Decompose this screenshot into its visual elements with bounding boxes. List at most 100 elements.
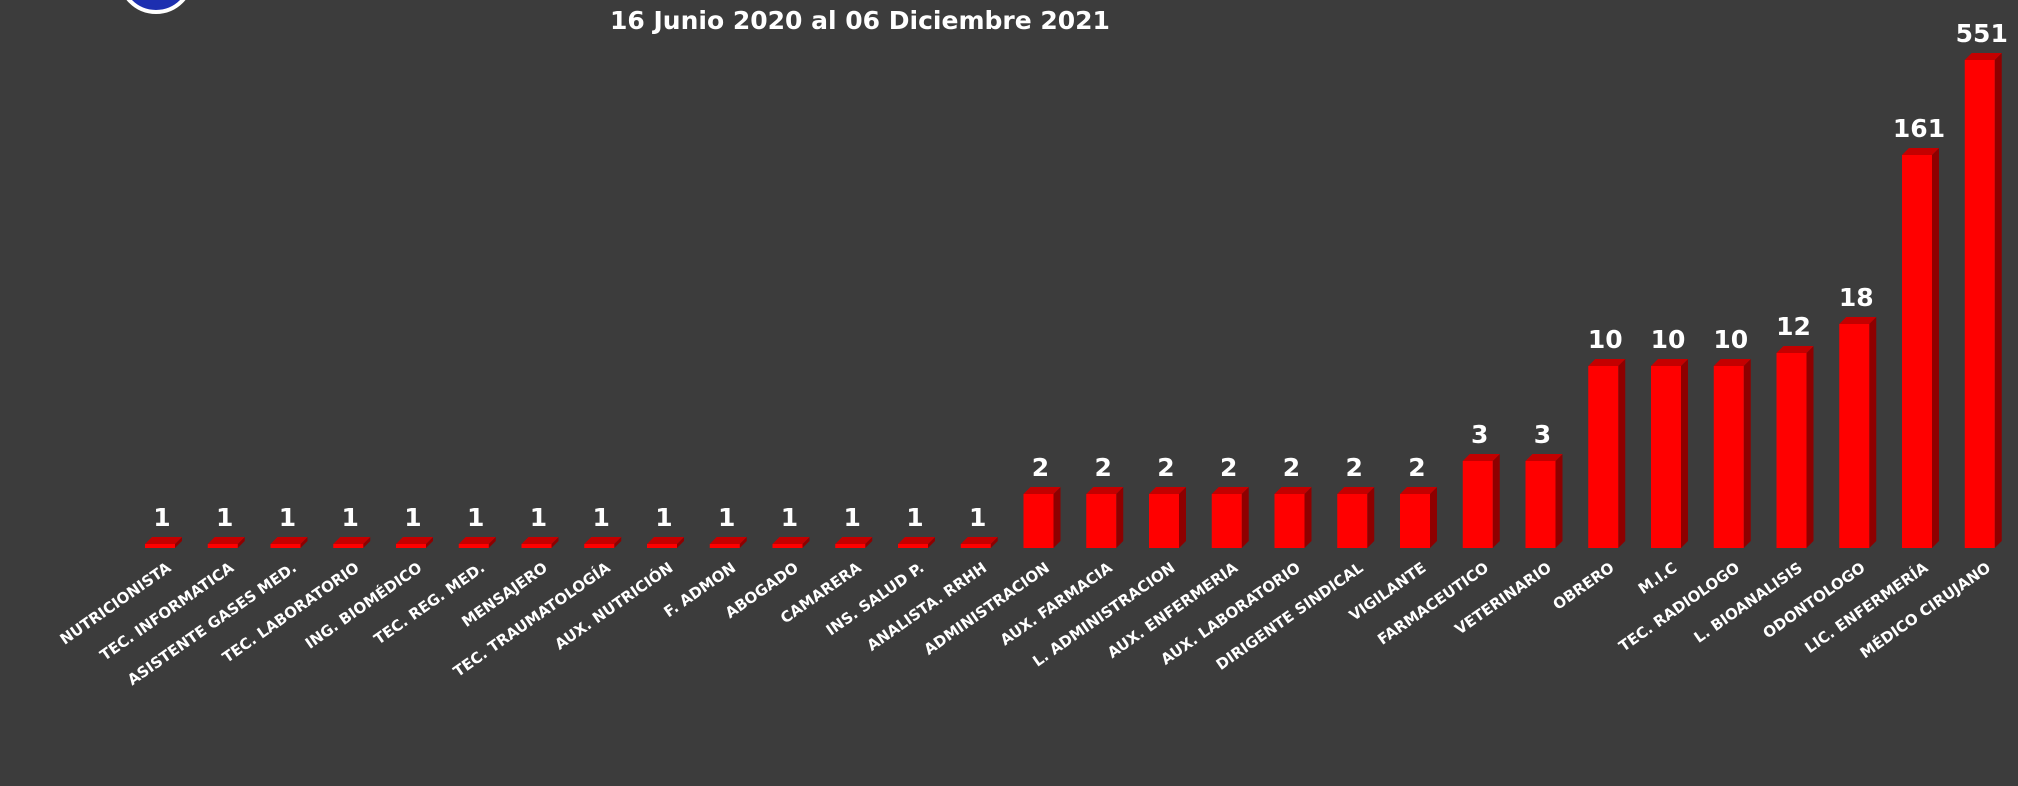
bar-10 [709,537,747,548]
bar-front [1902,155,1932,548]
value-label: 3 [1471,420,1488,449]
bar-side [1994,53,2002,548]
bar-top [1400,487,1437,494]
value-label: 2 [1095,453,1112,482]
value-label: 1 [718,503,735,532]
bar-27 [1776,346,1814,548]
bar-side [1430,487,1437,548]
bar-front [396,544,426,548]
bar-top [1713,359,1751,366]
bar-4 [333,537,371,548]
bars-group [145,53,2002,548]
bar-side [1806,346,1814,548]
bar-top [1462,454,1500,461]
bar-side [1053,487,1061,548]
value-label: 10 [1713,325,1748,354]
category-label: OBRERO [1550,559,1618,614]
bar-top [1525,454,1563,461]
bar-side [928,537,935,548]
bar-top [960,537,998,544]
bar-top [1839,317,1877,324]
bar-top [647,537,684,544]
bar-side [739,537,747,548]
bar-5 [396,537,433,548]
bar-front [207,544,238,548]
bar-15 [1023,487,1061,548]
category-label: TEC. REG. MED. [371,559,488,649]
bar-side [1241,487,1249,548]
bar-top [772,537,810,544]
bar-28 [1839,317,1877,548]
bar-top [584,537,622,544]
bar-front [1149,494,1179,548]
category-label: L. BIOANALISIS [1691,559,1806,647]
bar-side [426,537,433,548]
bar-front [1462,461,1493,548]
bar-30 [1964,53,2002,548]
value-label: 2 [1157,453,1174,482]
value-label: 1 [781,503,798,532]
category-label: NUTRICIONISTA [57,558,175,648]
value-label: 2 [1346,453,1363,482]
bar-front [1839,324,1870,548]
bar-21 [1400,487,1437,548]
bar-front [1588,366,1619,548]
bar-side [990,537,998,548]
bar-11 [772,537,810,548]
bar-top [1902,148,1939,155]
category-label: M.I.C [1635,559,1680,598]
bar-1 [145,537,182,548]
value-label: 18 [1839,283,1874,312]
bar-18 [1211,487,1249,548]
value-label: 10 [1651,325,1686,354]
bar-side [1492,454,1500,548]
value-label: 1 [593,503,610,532]
bar-7 [521,537,559,548]
bar-side [237,537,245,548]
bar-side [802,537,810,548]
bar-top [1588,359,1626,366]
value-label: 1 [153,503,170,532]
bar-side [1869,317,1877,548]
bar-top [521,537,559,544]
bar-top [1776,346,1814,353]
bar-front [1525,461,1556,548]
value-label: 12 [1776,312,1811,341]
bar-front [898,544,928,548]
bar-side [1932,148,1939,548]
bar-front [584,544,615,548]
bar-top [207,537,245,544]
bar-front [145,544,175,548]
value-label: 2 [1220,453,1237,482]
bar-side [488,537,496,548]
value-label: 1 [906,503,923,532]
value-label: 1 [404,503,421,532]
value-label: 161 [1893,114,1945,143]
bar-12 [835,537,873,548]
bar-side [1116,487,1124,548]
value-label: 1 [279,503,296,532]
value-label: 1 [467,503,484,532]
bar-front [960,544,991,548]
value-label: 2 [1408,453,1425,482]
bar-side [1304,487,1312,548]
bar-front [521,544,552,548]
bar-16 [1086,487,1124,548]
bar-19 [1274,487,1312,548]
bar-top [1964,53,2002,60]
bar-23 [1525,454,1563,548]
bar-9 [647,537,684,548]
bar-13 [898,537,935,548]
bar-20 [1337,487,1375,548]
bar-side [677,537,684,548]
value-label: 1 [969,503,986,532]
bar-top [898,537,935,544]
bar-front [772,544,803,548]
value-label: 1 [655,503,672,532]
bar-side [1618,359,1626,548]
bar-front [1023,494,1054,548]
bar-side [1555,454,1563,548]
